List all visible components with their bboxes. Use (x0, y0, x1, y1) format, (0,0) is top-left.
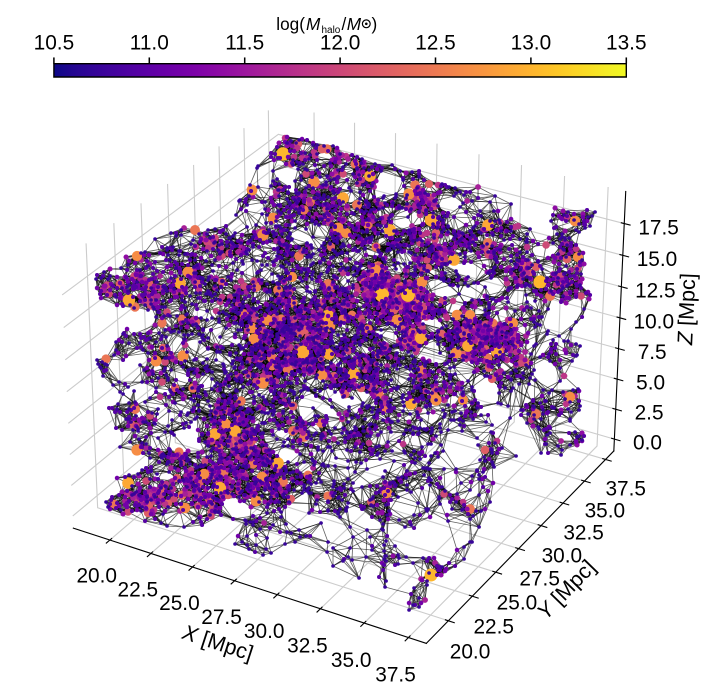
svg-text:12.5: 12.5 (635, 279, 676, 302)
svg-text:30.0: 30.0 (542, 544, 583, 567)
svg-text:13.0: 13.0 (511, 32, 552, 55)
svg-text:0.0: 0.0 (633, 431, 662, 454)
svg-text:12.5: 12.5 (415, 32, 456, 55)
svg-text:halo: halo (321, 25, 340, 36)
svg-text:30.0: 30.0 (244, 620, 285, 643)
svg-text:17.5: 17.5 (638, 216, 679, 239)
svg-text:log(: log( (276, 14, 305, 34)
svg-text:M: M (306, 14, 321, 34)
svg-text:M: M (347, 14, 362, 34)
svg-text:X [ M: X [ M p c ] (178, 619, 288, 677)
svg-text:11.0: 11.0 (130, 32, 169, 55)
svg-text:35.0: 35.0 (331, 649, 372, 672)
svg-text:12.0: 12.0 (320, 32, 361, 55)
svg-text:10.5: 10.5 (34, 32, 75, 55)
svg-text:Y [ M: Y [ M p c ] (532, 531, 624, 625)
svg-text:22.5: 22.5 (473, 616, 514, 639)
svg-text:25.0: 25.0 (497, 591, 538, 614)
svg-text:5.0: 5.0 (636, 372, 665, 395)
svg-text:10.0: 10.0 (633, 310, 674, 333)
svg-text:32.5: 32.5 (563, 522, 604, 545)
svg-text:37.5: 37.5 (605, 477, 646, 500)
svg-text:27.5: 27.5 (201, 606, 242, 629)
svg-text:/: / (341, 14, 346, 34)
svg-text:32.5: 32.5 (287, 635, 328, 658)
svg-text:20.0: 20.0 (450, 640, 491, 663)
svg-text:Z [ M: Z [ M p c ] (672, 239, 702, 346)
svg-text:7.5: 7.5 (638, 341, 667, 364)
svg-text:35.0: 35.0 (585, 499, 626, 522)
svg-text:20.0: 20.0 (76, 565, 117, 588)
svg-text:): ) (371, 14, 377, 34)
svg-text:27.5: 27.5 (519, 568, 560, 591)
svg-text:15.0: 15.0 (637, 248, 678, 271)
svg-text:13.5: 13.5 (606, 32, 647, 55)
svg-text:22.5: 22.5 (118, 578, 159, 601)
svg-text:11.5: 11.5 (225, 32, 264, 55)
svg-text:37.5: 37.5 (375, 664, 416, 687)
svg-text:2.5: 2.5 (635, 402, 664, 425)
svg-text:25.0: 25.0 (159, 592, 200, 615)
